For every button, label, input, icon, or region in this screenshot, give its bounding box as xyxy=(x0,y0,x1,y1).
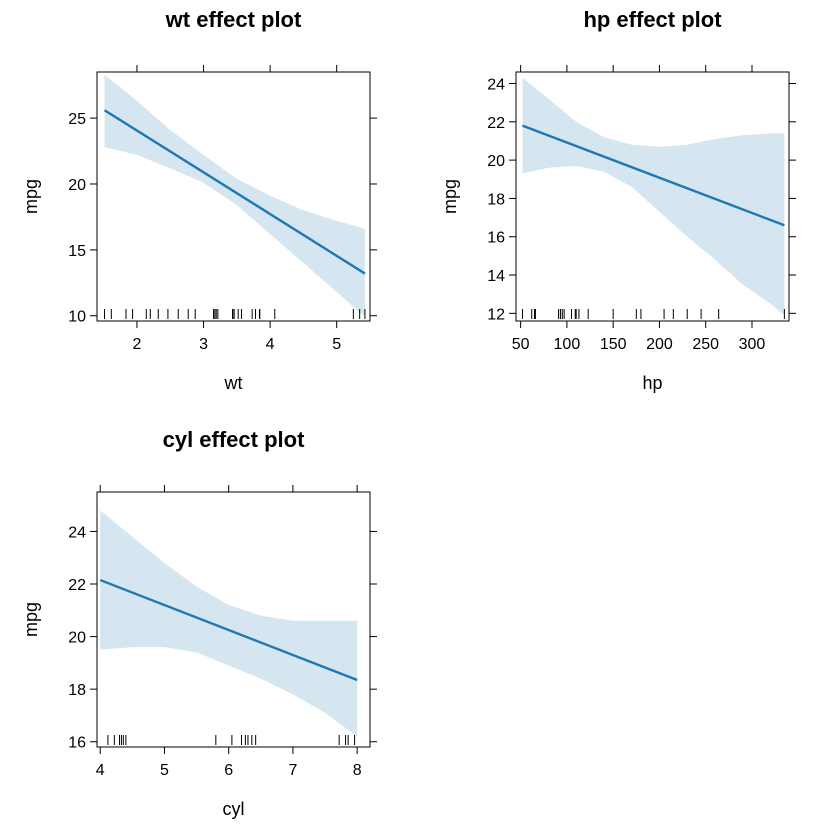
x-tick-label: 5 xyxy=(332,336,341,353)
x-axis-title: cyl xyxy=(223,799,245,819)
confidence-band xyxy=(522,77,785,316)
y-tick-label: 22 xyxy=(487,115,505,132)
y-tick-label: 24 xyxy=(487,76,505,93)
y-tick-label: 20 xyxy=(487,153,505,170)
fit-line xyxy=(99,578,358,682)
x-tick-label: 200 xyxy=(646,336,673,353)
chart-title: cyl effect plot xyxy=(163,427,305,452)
y-tick-label: 22 xyxy=(68,577,86,594)
y-axis-title: mpg xyxy=(440,179,460,214)
x-tick-label: 300 xyxy=(739,336,766,353)
y-tick-label: 20 xyxy=(68,630,86,647)
y-tick-label: 16 xyxy=(68,735,86,752)
x-axis-title: hp xyxy=(642,373,662,393)
y-tick-label: 16 xyxy=(487,230,505,247)
x-axis-title: wt xyxy=(224,373,243,393)
x-tick-label: 4 xyxy=(266,336,275,353)
x-tick-label: 7 xyxy=(288,762,297,779)
y-tick-label: 18 xyxy=(487,191,505,208)
x-tick-label: 4 xyxy=(96,762,105,779)
y-tick-label: 14 xyxy=(487,268,505,285)
chart-title: hp effect plot xyxy=(583,7,722,32)
x-tick-label: 150 xyxy=(600,336,627,353)
y-tick-label: 20 xyxy=(68,177,86,194)
x-tick-label: 2 xyxy=(132,336,141,353)
x-tick-label: 3 xyxy=(199,336,208,353)
y-axis-title: mpg xyxy=(21,179,41,214)
y-tick-label: 18 xyxy=(68,682,86,699)
plot-frame xyxy=(96,71,371,322)
y-tick-label: 10 xyxy=(68,309,86,326)
fit-line xyxy=(103,109,366,275)
x-tick-label: 6 xyxy=(224,762,233,779)
hp-effect-panel: hp effect plot 50 100 150 200 250 300 12 14 16 18 2… xyxy=(440,7,796,393)
x-tick-label: 50 xyxy=(512,336,530,353)
confidence-band xyxy=(100,510,358,737)
plot-frame xyxy=(96,491,371,748)
confidence-band xyxy=(104,74,365,317)
wt-effect-panel: wt effect plot 2 3 4 5 10 15 20 25 wt mpg xyxy=(21,7,377,393)
x-tick-label: 100 xyxy=(554,336,581,353)
chart-title: wt effect plot xyxy=(165,7,302,32)
x-tick-label: 8 xyxy=(353,762,362,779)
fit-line xyxy=(522,124,785,227)
y-tick-label: 25 xyxy=(68,111,86,128)
cyl-effect-panel: cyl effect plot 4 5 6 7 8 16 18 20 22 24 cyl mpg xyxy=(21,427,377,819)
y-tick-label: 12 xyxy=(487,306,505,323)
x-tick-label: 5 xyxy=(160,762,169,779)
y-tick-label: 15 xyxy=(68,243,86,260)
y-axis-title: mpg xyxy=(21,602,41,637)
x-tick-label: 250 xyxy=(692,336,719,353)
y-tick-label: 24 xyxy=(68,524,86,541)
plot-frame xyxy=(515,71,790,322)
